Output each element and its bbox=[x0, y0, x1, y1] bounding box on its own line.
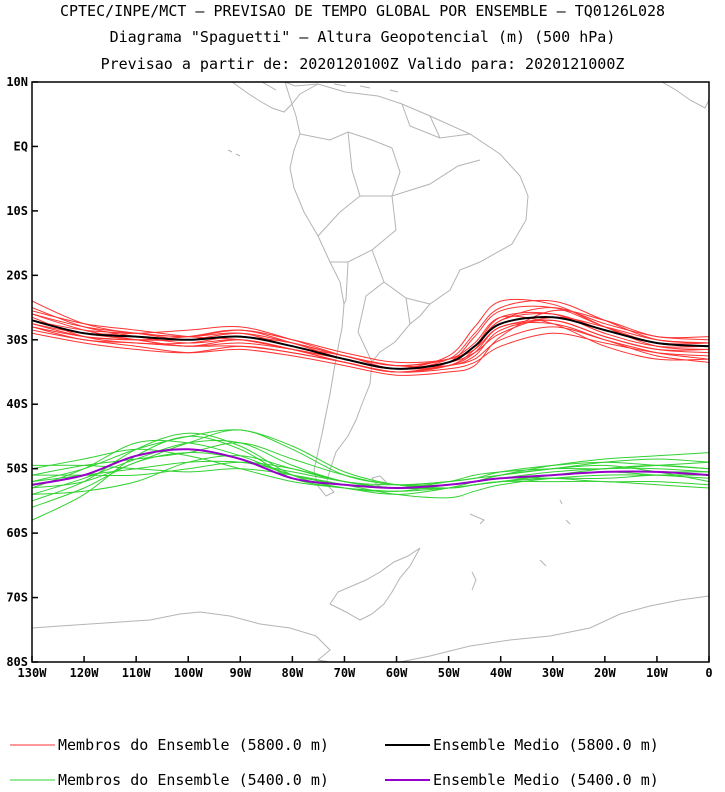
lat-tick-label: 40S bbox=[6, 397, 28, 411]
lat-tick-label: 10N bbox=[6, 75, 28, 89]
member-line-5800-14 bbox=[32, 319, 709, 367]
legend-label-mean-5400: Ensemble Medio (5400.0 m) bbox=[433, 771, 659, 789]
lon-tick-label: 10W bbox=[646, 666, 668, 680]
south-georgia bbox=[469, 513, 485, 525]
legend-label-members-5400: Membros do Ensemble (5400.0 m) bbox=[58, 771, 329, 789]
member-line-5400-4 bbox=[32, 448, 709, 492]
caribbean-islands bbox=[333, 82, 709, 109]
lon-tick-label: 20W bbox=[594, 666, 616, 680]
lon-tick-label: 40W bbox=[490, 666, 512, 680]
legend-label-members-5800: Membros do Ensemble (5800.0 m) bbox=[58, 736, 329, 754]
lon-tick-label: 80W bbox=[282, 666, 304, 680]
lon-tick-label: 110W bbox=[122, 666, 152, 680]
plot-frame bbox=[31, 81, 710, 663]
lon-tick-label: 70W bbox=[334, 666, 356, 680]
south-america-coastline bbox=[284, 82, 529, 497]
mean-line-5800 bbox=[32, 315, 709, 370]
title-line-1: CPTEC/INPE/MCT — PREVISAO DE TEMPO GLOBA… bbox=[59, 2, 666, 20]
lon-tick-label: 100W bbox=[174, 666, 204, 680]
mean-line-5400 bbox=[32, 448, 709, 490]
title-line-3: Previsao a partir de: 2020120100Z Valido… bbox=[100, 55, 625, 73]
lon-tick-label: 0 bbox=[705, 666, 712, 680]
lat-tick-label: 20S bbox=[6, 268, 28, 282]
lon-tick-label: 60W bbox=[386, 666, 408, 680]
member-line-5400-9 bbox=[32, 464, 709, 499]
lon-tick-label: 130W bbox=[18, 666, 48, 680]
lat-tick-label: 70S bbox=[6, 591, 28, 605]
lon-tick-label: 30W bbox=[542, 666, 564, 680]
member-line-5800-7 bbox=[32, 309, 709, 376]
coastlines bbox=[32, 82, 709, 662]
galapagos-islands bbox=[227, 149, 241, 157]
lat-tick-label: EQ bbox=[14, 139, 28, 153]
antarctic-peninsula bbox=[329, 547, 421, 621]
legend: Membros do Ensemble (5800.0 m) Ensemble … bbox=[10, 736, 659, 789]
antarctica-coastline bbox=[32, 595, 709, 662]
lon-tick-label: 120W bbox=[70, 666, 100, 680]
lat-tick-label: 50S bbox=[6, 462, 28, 476]
lat-tick-label: 80S bbox=[6, 655, 28, 669]
lon-tick-label: 50W bbox=[438, 666, 460, 680]
title-line-2: Diagrama "Spaguetti" — Altura Geopotenci… bbox=[109, 28, 616, 46]
country-borders bbox=[299, 103, 481, 363]
central-america-coastline bbox=[231, 82, 319, 113]
ensemble-lines bbox=[32, 298, 709, 521]
lat-tick-label: 60S bbox=[6, 526, 28, 540]
weddell-coast bbox=[471, 499, 571, 591]
member-line-5800-12 bbox=[32, 313, 709, 370]
lon-tick-label: 90W bbox=[229, 666, 251, 680]
member-line-5800-9 bbox=[32, 311, 709, 364]
lat-tick-label: 10S bbox=[6, 204, 28, 218]
member-line-5800-13 bbox=[32, 305, 709, 373]
lat-tick-label: 30S bbox=[6, 333, 28, 347]
legend-label-mean-5800: Ensemble Medio (5800.0 m) bbox=[433, 736, 659, 754]
falkland-islands bbox=[371, 475, 387, 487]
